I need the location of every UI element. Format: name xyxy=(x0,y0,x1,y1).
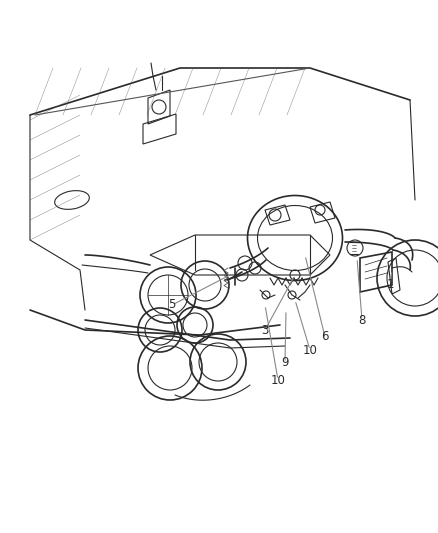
Text: 10: 10 xyxy=(303,343,318,357)
Text: 5: 5 xyxy=(168,298,176,311)
Text: 6: 6 xyxy=(321,330,329,343)
Text: 1: 1 xyxy=(386,279,394,292)
Text: 10: 10 xyxy=(271,374,286,386)
Text: 9: 9 xyxy=(281,357,289,369)
Text: 3: 3 xyxy=(261,324,268,336)
Text: 8: 8 xyxy=(358,313,366,327)
